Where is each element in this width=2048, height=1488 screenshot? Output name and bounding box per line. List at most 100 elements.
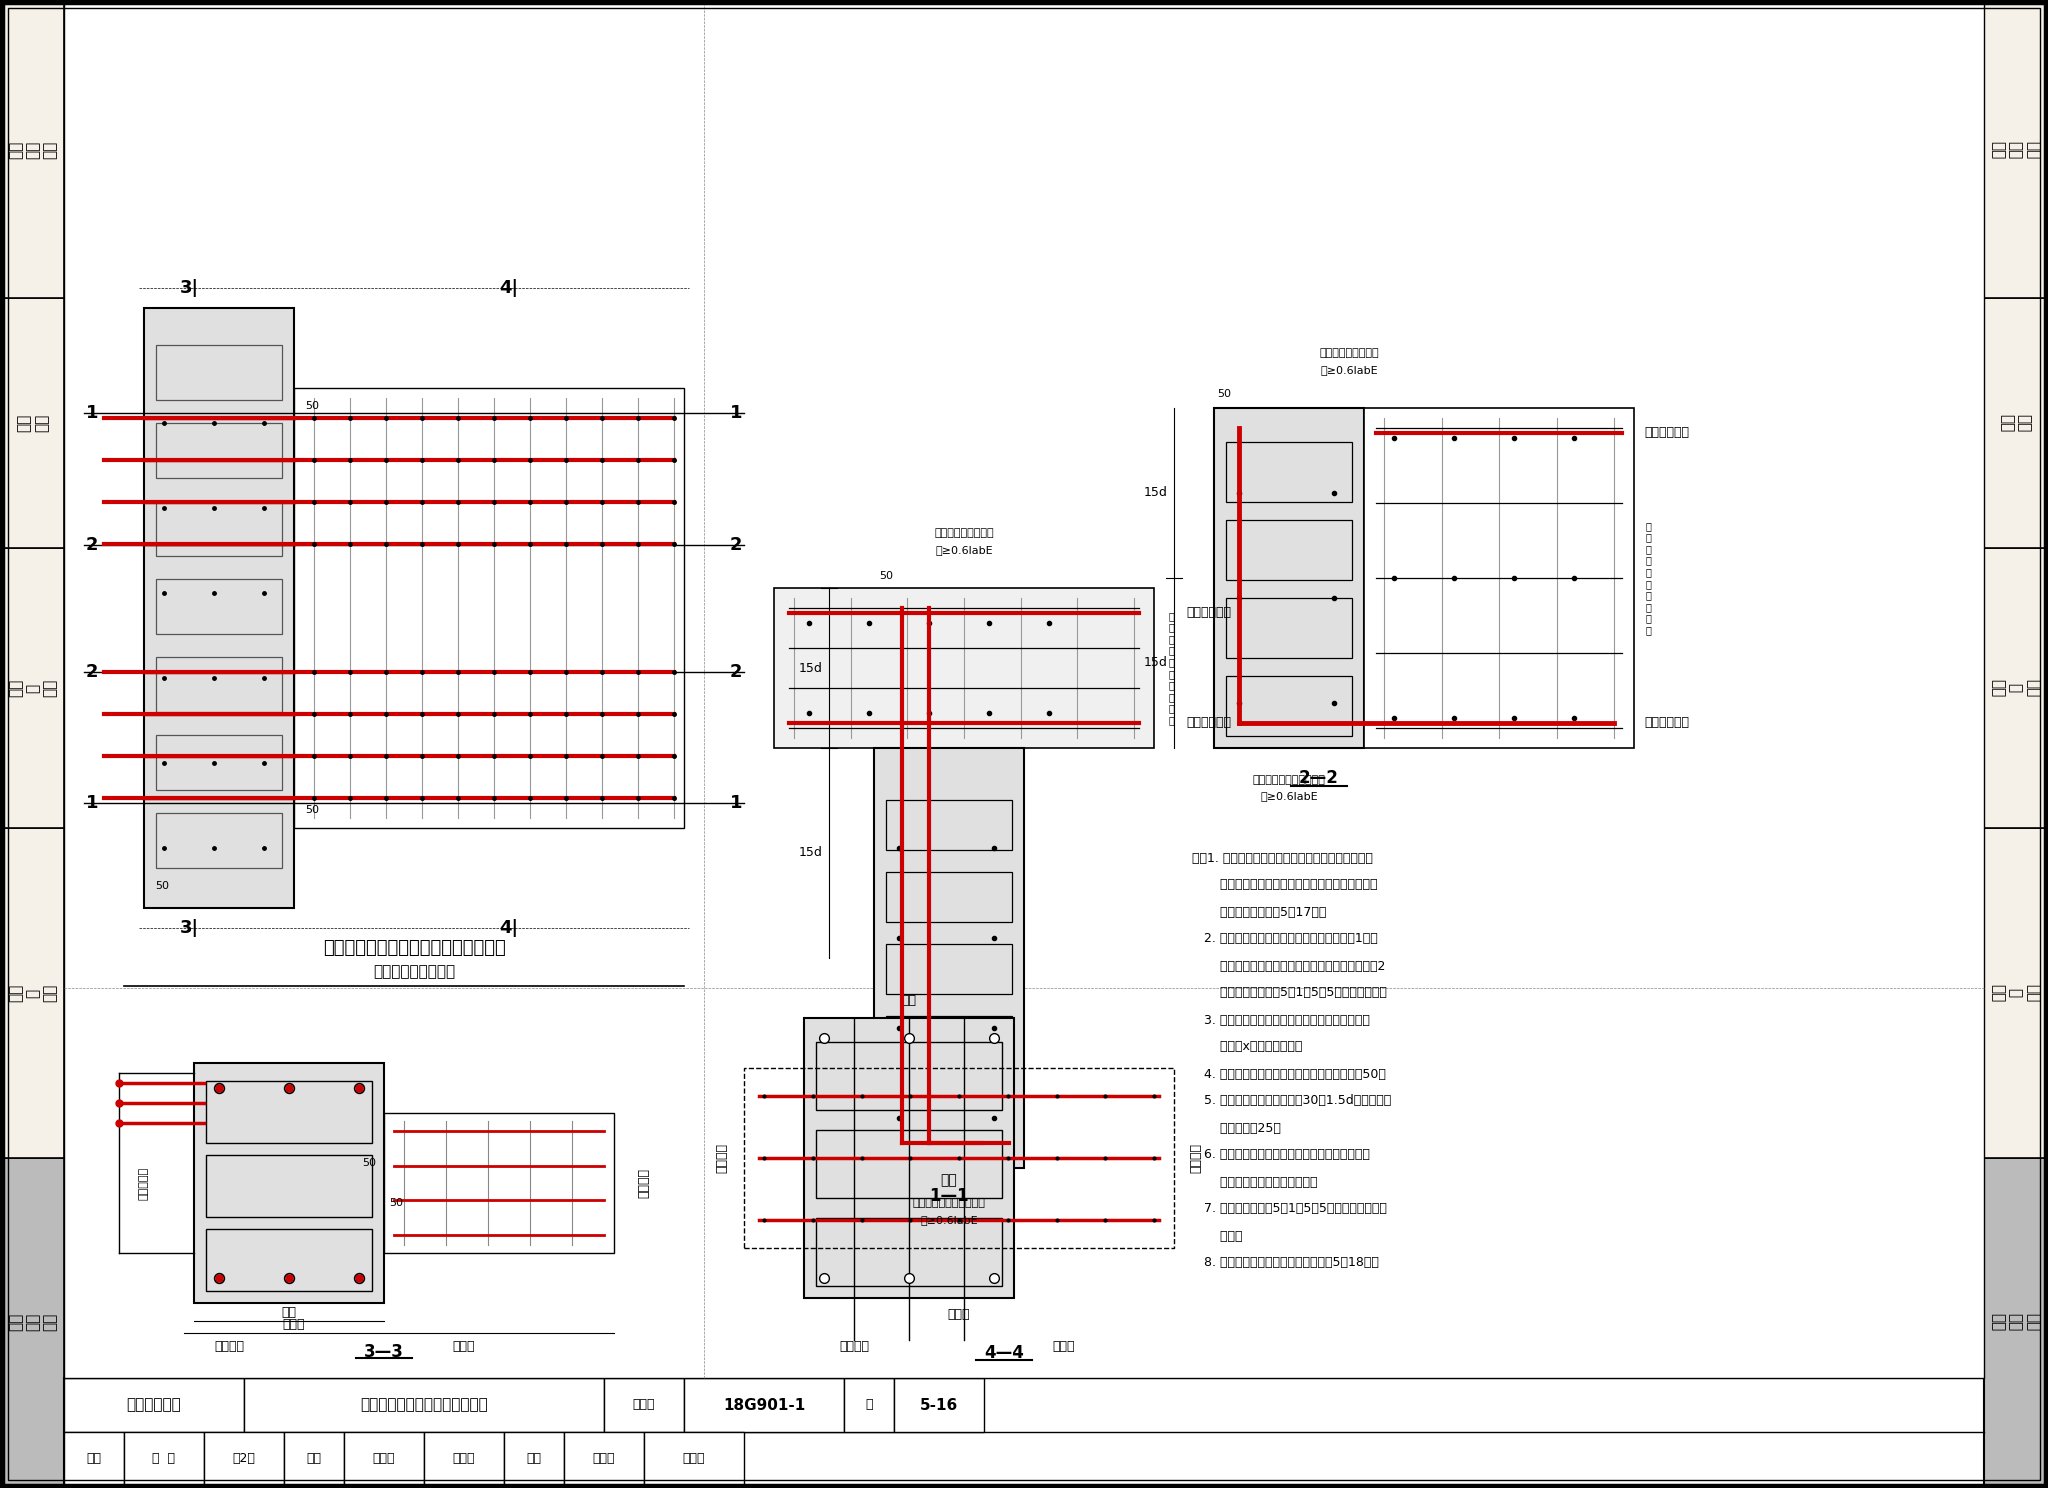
Bar: [156, 579, 283, 634]
Bar: [1364, 408, 1634, 748]
Bar: [285, 1431, 344, 1487]
Text: 4. 柱支座暗梁交叉节点处，第一道箍筋距柱边50。: 4. 柱支座暗梁交叉节点处，第一道箍筋距柱边50。: [1192, 1067, 1386, 1080]
Bar: [643, 1431, 743, 1487]
Text: 且≥0.6labE: 且≥0.6labE: [1321, 365, 1378, 375]
Bar: [815, 1219, 1001, 1286]
Text: 暗梁下部纵筋: 暗梁下部纵筋: [1186, 607, 1231, 619]
Bar: [1985, 1, 2046, 298]
Text: 剪力
墙
部分: 剪力 墙 部分: [1991, 679, 2040, 696]
Text: 梁节点钢筋排布构造图。当暗梁宽度与柱宽相同: 梁节点钢筋排布构造图。当暗梁宽度与柱宽相同: [1192, 878, 1378, 891]
Text: 暗梁纵筋: 暗梁纵筋: [637, 1168, 651, 1198]
Text: 50: 50: [389, 1198, 403, 1208]
Bar: [156, 423, 283, 478]
Bar: [207, 1155, 373, 1217]
Text: 暗梁纵筋: 暗梁纵筋: [1190, 1143, 1202, 1173]
Text: 暗梁下部纵筋: 暗梁下部纵筋: [1645, 427, 1690, 439]
Text: 3. 设计图纸中所标注暗梁尺寸，表示暗梁箍筋外: 3. 设计图纸中所标注暗梁尺寸，表示暗梁箍筋外: [1192, 1013, 1370, 1027]
Text: 时，详见本图集第5－17页。: 时，详见本图集第5－17页。: [1192, 906, 1327, 918]
Bar: [1227, 442, 1352, 501]
Text: 伸至梁上部纵筋内侧弯折: 伸至梁上部纵筋内侧弯折: [913, 1198, 985, 1208]
Text: 2—2: 2—2: [1298, 769, 1339, 787]
Bar: [156, 658, 283, 711]
Text: 柱宽: 柱宽: [281, 1306, 297, 1320]
Text: 8. 暗梁箍筋的构造要求详见本图集第5－18页。: 8. 暗梁箍筋的构造要求详见本图集第5－18页。: [1192, 1256, 1378, 1269]
Text: 使用。: 使用。: [1192, 1229, 1243, 1242]
Text: （暗梁宽大于柱宽）: （暗梁宽大于柱宽）: [373, 964, 455, 979]
Text: 且≥0.6labE: 且≥0.6labE: [920, 1216, 977, 1225]
Bar: [125, 1431, 205, 1487]
Text: 且≥0.6labE: 且≥0.6labE: [1260, 792, 1317, 801]
Text: 3|: 3|: [180, 278, 199, 298]
Bar: [874, 748, 1024, 1168]
Bar: [207, 1080, 373, 1143]
Bar: [63, 1431, 125, 1487]
Text: 过框梁纵筋: 过框梁纵筋: [139, 1167, 150, 1199]
Text: 暗梁上部纵筋: 暗梁上部纵筋: [1645, 717, 1690, 729]
Text: 设计: 设计: [526, 1452, 541, 1466]
Text: 50: 50: [879, 571, 893, 580]
Text: 伸至梁上部纵筋内侧弯折: 伸至梁上部纵筋内侧弯折: [1253, 775, 1325, 786]
Text: 皮宽度x无梁楼板厚度。: 皮宽度x无梁楼板厚度。: [1192, 1040, 1303, 1054]
Text: 2: 2: [86, 664, 98, 682]
Bar: [344, 1431, 424, 1487]
Text: 板
带
厚
度
（
楼
板
厚
度
）: 板 带 厚 度 （ 楼 板 厚 度 ）: [1647, 521, 1653, 635]
Text: 框架
部分: 框架 部分: [1999, 414, 2032, 432]
Bar: [63, 1378, 1985, 1487]
Text: 50: 50: [362, 1158, 377, 1168]
Text: 张月明: 张月明: [592, 1452, 614, 1466]
Text: 且≥0.6labE: 且≥0.6labE: [936, 545, 993, 555]
Bar: [385, 1113, 614, 1253]
Bar: [815, 1042, 1001, 1110]
Text: 柱子纵筋: 柱子纵筋: [840, 1339, 868, 1353]
Bar: [887, 1016, 1012, 1065]
Bar: [207, 1229, 373, 1292]
Text: 50: 50: [156, 881, 170, 891]
Bar: [2, 827, 63, 1158]
Text: 刘  敏: 刘 敏: [152, 1452, 176, 1466]
Text: 边柱支座暗梁节点钢筋排布构造（一）: 边柱支座暗梁节点钢筋排布构造（一）: [324, 939, 506, 957]
Text: 暗梁宽: 暗梁宽: [948, 1308, 971, 1320]
Bar: [156, 812, 283, 868]
Text: 1: 1: [729, 795, 741, 812]
Bar: [1227, 519, 1352, 580]
Bar: [205, 1431, 285, 1487]
Text: 18G901-1: 18G901-1: [723, 1397, 805, 1412]
Text: 板
带
厚
度
（
楼
板
厚
度
）: 板 带 厚 度 （ 楼 板 厚 度 ）: [1169, 610, 1176, 725]
Bar: [844, 1378, 895, 1431]
Text: 1: 1: [86, 405, 98, 423]
Bar: [195, 1062, 385, 1303]
Text: 15d: 15d: [1145, 487, 1167, 500]
Bar: [244, 1378, 604, 1431]
Bar: [887, 872, 1012, 923]
Text: 4|: 4|: [500, 278, 518, 298]
Text: 无梁
楼盖
部分: 无梁 楼盖 部分: [1991, 1312, 2040, 1332]
Text: 15d: 15d: [799, 662, 823, 674]
Text: 4|: 4|: [500, 920, 518, 937]
Text: 审核: 审核: [86, 1452, 102, 1466]
Text: 2: 2: [86, 536, 98, 554]
Bar: [1985, 298, 2046, 548]
Text: 1: 1: [86, 795, 98, 812]
Text: 5-16: 5-16: [920, 1397, 958, 1412]
Bar: [424, 1431, 504, 1487]
Text: 15d: 15d: [1145, 656, 1167, 670]
Bar: [1227, 676, 1352, 737]
Text: 框架
部分: 框架 部分: [16, 414, 49, 432]
Bar: [295, 388, 684, 827]
Text: 柱箍筋: 柱箍筋: [453, 1339, 475, 1353]
Text: 净距不小于25。: 净距不小于25。: [1192, 1122, 1280, 1134]
Bar: [887, 801, 1012, 850]
Bar: [156, 501, 283, 557]
Text: 2: 2: [729, 536, 741, 554]
Text: 校对: 校对: [307, 1452, 322, 1466]
Text: 一般
构造
要求: 一般 构造 要求: [1991, 141, 2040, 159]
Bar: [63, 1378, 244, 1431]
Text: 15d: 15d: [799, 847, 823, 860]
Text: 50: 50: [1217, 388, 1231, 399]
Text: 柱子纵筋: 柱子纵筋: [213, 1339, 244, 1353]
Bar: [805, 1018, 1014, 1298]
Text: 50: 50: [305, 400, 319, 411]
Text: 50: 50: [305, 805, 319, 815]
Bar: [743, 1068, 1174, 1248]
Bar: [1985, 548, 2046, 827]
